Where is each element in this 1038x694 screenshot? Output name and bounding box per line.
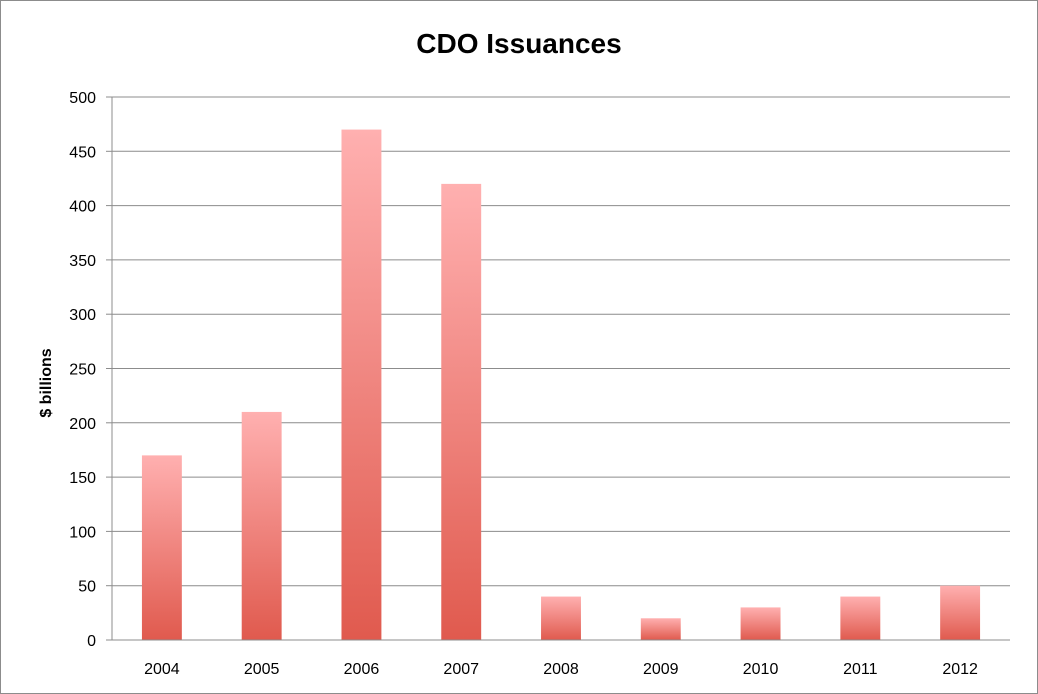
bars: [141, 129, 981, 640]
y-tick-label: 350: [69, 253, 96, 270]
y-tick-labels: 0 50 100 150 200 250 300 350 400 450 500: [69, 90, 96, 650]
y-tick-label: 100: [69, 524, 96, 541]
bar-2004: [141, 455, 182, 640]
y-tick-label: 400: [69, 199, 96, 216]
bar-2009: [640, 618, 681, 640]
y-tick-label: 50: [78, 579, 96, 596]
x-tick-label: 2012: [942, 661, 978, 678]
y-tick-label: 500: [69, 90, 96, 107]
bar-2012: [940, 585, 981, 640]
y-tick-label: 300: [69, 307, 96, 324]
x-tick-label: 2004: [144, 661, 180, 678]
gridlines: [112, 96, 1010, 587]
x-tick-label: 2007: [443, 661, 479, 678]
bar-2010: [740, 607, 781, 640]
y-tick-label: 450: [69, 144, 96, 161]
bar-2005: [241, 411, 282, 640]
y-tick-label: 250: [69, 362, 96, 379]
x-tick-label: 2005: [244, 661, 280, 678]
y-tick-label: 200: [69, 416, 96, 433]
bar-2011: [840, 596, 881, 640]
y-tick-label: 150: [69, 470, 96, 487]
bar-2006: [341, 129, 382, 640]
axes: [106, 96, 1010, 641]
bar-2008: [541, 596, 581, 640]
x-tick-label: 2009: [643, 661, 679, 678]
x-tick-label: 2011: [843, 661, 878, 678]
x-tick-label: 2008: [543, 661, 579, 678]
chart-title: CDO Issuances: [416, 28, 622, 59]
bar-2007: [441, 183, 482, 640]
x-tick-label: 2010: [743, 661, 779, 678]
y-tick-label: 0: [87, 633, 96, 650]
x-tick-labels: 2004 2005 2006 2007 2008 2009 2010 2011 2012: [144, 661, 978, 678]
x-tick-label: 2006: [344, 661, 380, 678]
